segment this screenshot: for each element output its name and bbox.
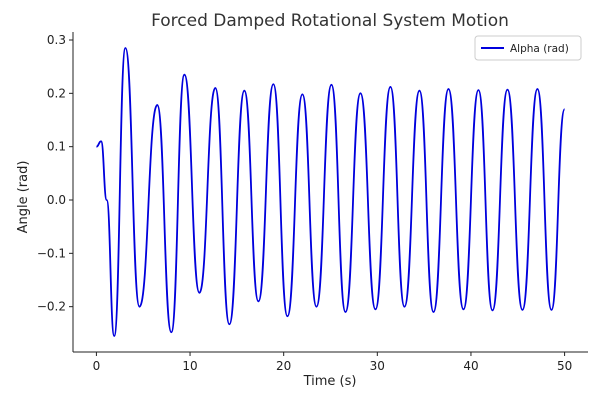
y-tick-label: −0.2 <box>37 300 66 314</box>
x-tick-label: 50 <box>557 359 572 373</box>
plot-area: 0 10 20 30 40 50 −0.2 −0.1 0.0 0.1 0.2 0.3 <box>37 32 588 373</box>
y-tick-label: 0.1 <box>47 140 66 154</box>
x-tick-label: 10 <box>182 359 197 373</box>
y-tick-label: 0.2 <box>47 86 66 100</box>
y-tick-label: 0.3 <box>47 33 66 47</box>
x-tick-label: 30 <box>370 359 385 373</box>
chart-title: Forced Damped Rotational System Motion <box>151 11 509 31</box>
legend-box <box>474 35 582 61</box>
x-tick-label: 0 <box>93 359 101 373</box>
legend-label-alpha: Alpha (rad) <box>510 43 569 55</box>
x-axis-ticks: 0 10 20 30 40 50 <box>93 352 572 373</box>
legend: Alpha (rad) <box>474 35 582 61</box>
y-tick-label: 0.0 <box>47 193 66 207</box>
y-tick-label: −0.1 <box>37 246 66 260</box>
x-tick-label: 40 <box>463 359 478 373</box>
series-line-alpha <box>96 47 566 337</box>
y-axis-label: Angle (rad) <box>16 161 31 234</box>
x-tick-label: 20 <box>276 359 291 373</box>
y-axis-ticks: −0.2 −0.1 0.0 0.1 0.2 0.3 <box>37 33 73 314</box>
x-axis-label: Time (s) <box>303 374 357 389</box>
